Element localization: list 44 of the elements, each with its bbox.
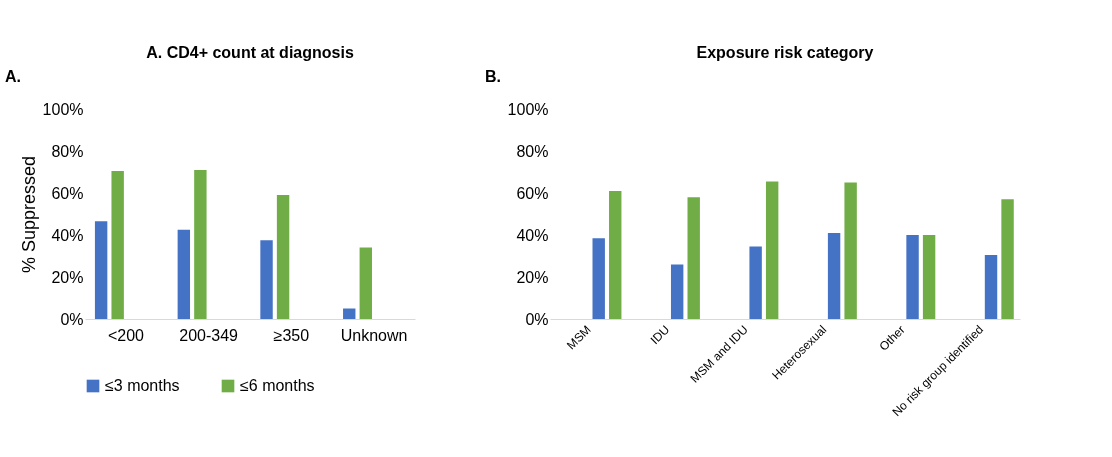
bar bbox=[609, 190, 622, 319]
bar bbox=[359, 247, 372, 319]
x-tick-label: IDU bbox=[647, 322, 673, 348]
x-tick-label: 200-349 bbox=[179, 326, 239, 344]
bar bbox=[343, 308, 356, 319]
text: A. bbox=[5, 68, 21, 85]
text: B. bbox=[485, 68, 501, 85]
y-tick-label: 0% bbox=[525, 310, 549, 328]
y-tick-label: 60% bbox=[51, 184, 84, 202]
bar bbox=[827, 232, 841, 319]
y-tick-label: 40% bbox=[516, 226, 549, 244]
x-tick-label: ≥350 bbox=[273, 326, 310, 344]
chart-title: Exposure risk category bbox=[696, 44, 874, 61]
y-tick-label: 80% bbox=[51, 142, 84, 160]
bar bbox=[670, 264, 684, 319]
chart-title: A. CD4+ count at diagnosis bbox=[146, 44, 354, 61]
bar bbox=[177, 229, 191, 319]
bar bbox=[260, 240, 273, 319]
bar bbox=[765, 181, 779, 319]
y-tick-label: 100% bbox=[42, 100, 84, 118]
y-tick-label: 80% bbox=[516, 142, 549, 160]
bar bbox=[687, 197, 700, 319]
bar bbox=[276, 195, 290, 319]
bar bbox=[922, 235, 936, 319]
y-tick-label: 40% bbox=[51, 226, 84, 244]
bar bbox=[844, 182, 857, 319]
x-tick-label: <200 bbox=[107, 326, 145, 344]
bar bbox=[1001, 199, 1014, 319]
legend-label: ≤6 months bbox=[240, 377, 315, 394]
bar bbox=[194, 169, 207, 319]
bar bbox=[94, 221, 108, 319]
y-tick-label: 20% bbox=[51, 268, 84, 286]
y-tick-label: 100% bbox=[507, 100, 549, 118]
bar bbox=[749, 246, 762, 319]
bar bbox=[592, 238, 605, 319]
bar bbox=[111, 170, 124, 319]
legend-label: ≤3 months bbox=[105, 377, 180, 394]
y-tick-label: 20% bbox=[516, 268, 549, 286]
y-tick-label: 60% bbox=[516, 184, 549, 202]
bar bbox=[906, 235, 919, 319]
x-tick-label: Unknown bbox=[340, 326, 408, 344]
y-axis-title: % Suppressed bbox=[18, 155, 39, 274]
y-tick-label: 0% bbox=[60, 310, 84, 328]
bar bbox=[984, 254, 998, 319]
